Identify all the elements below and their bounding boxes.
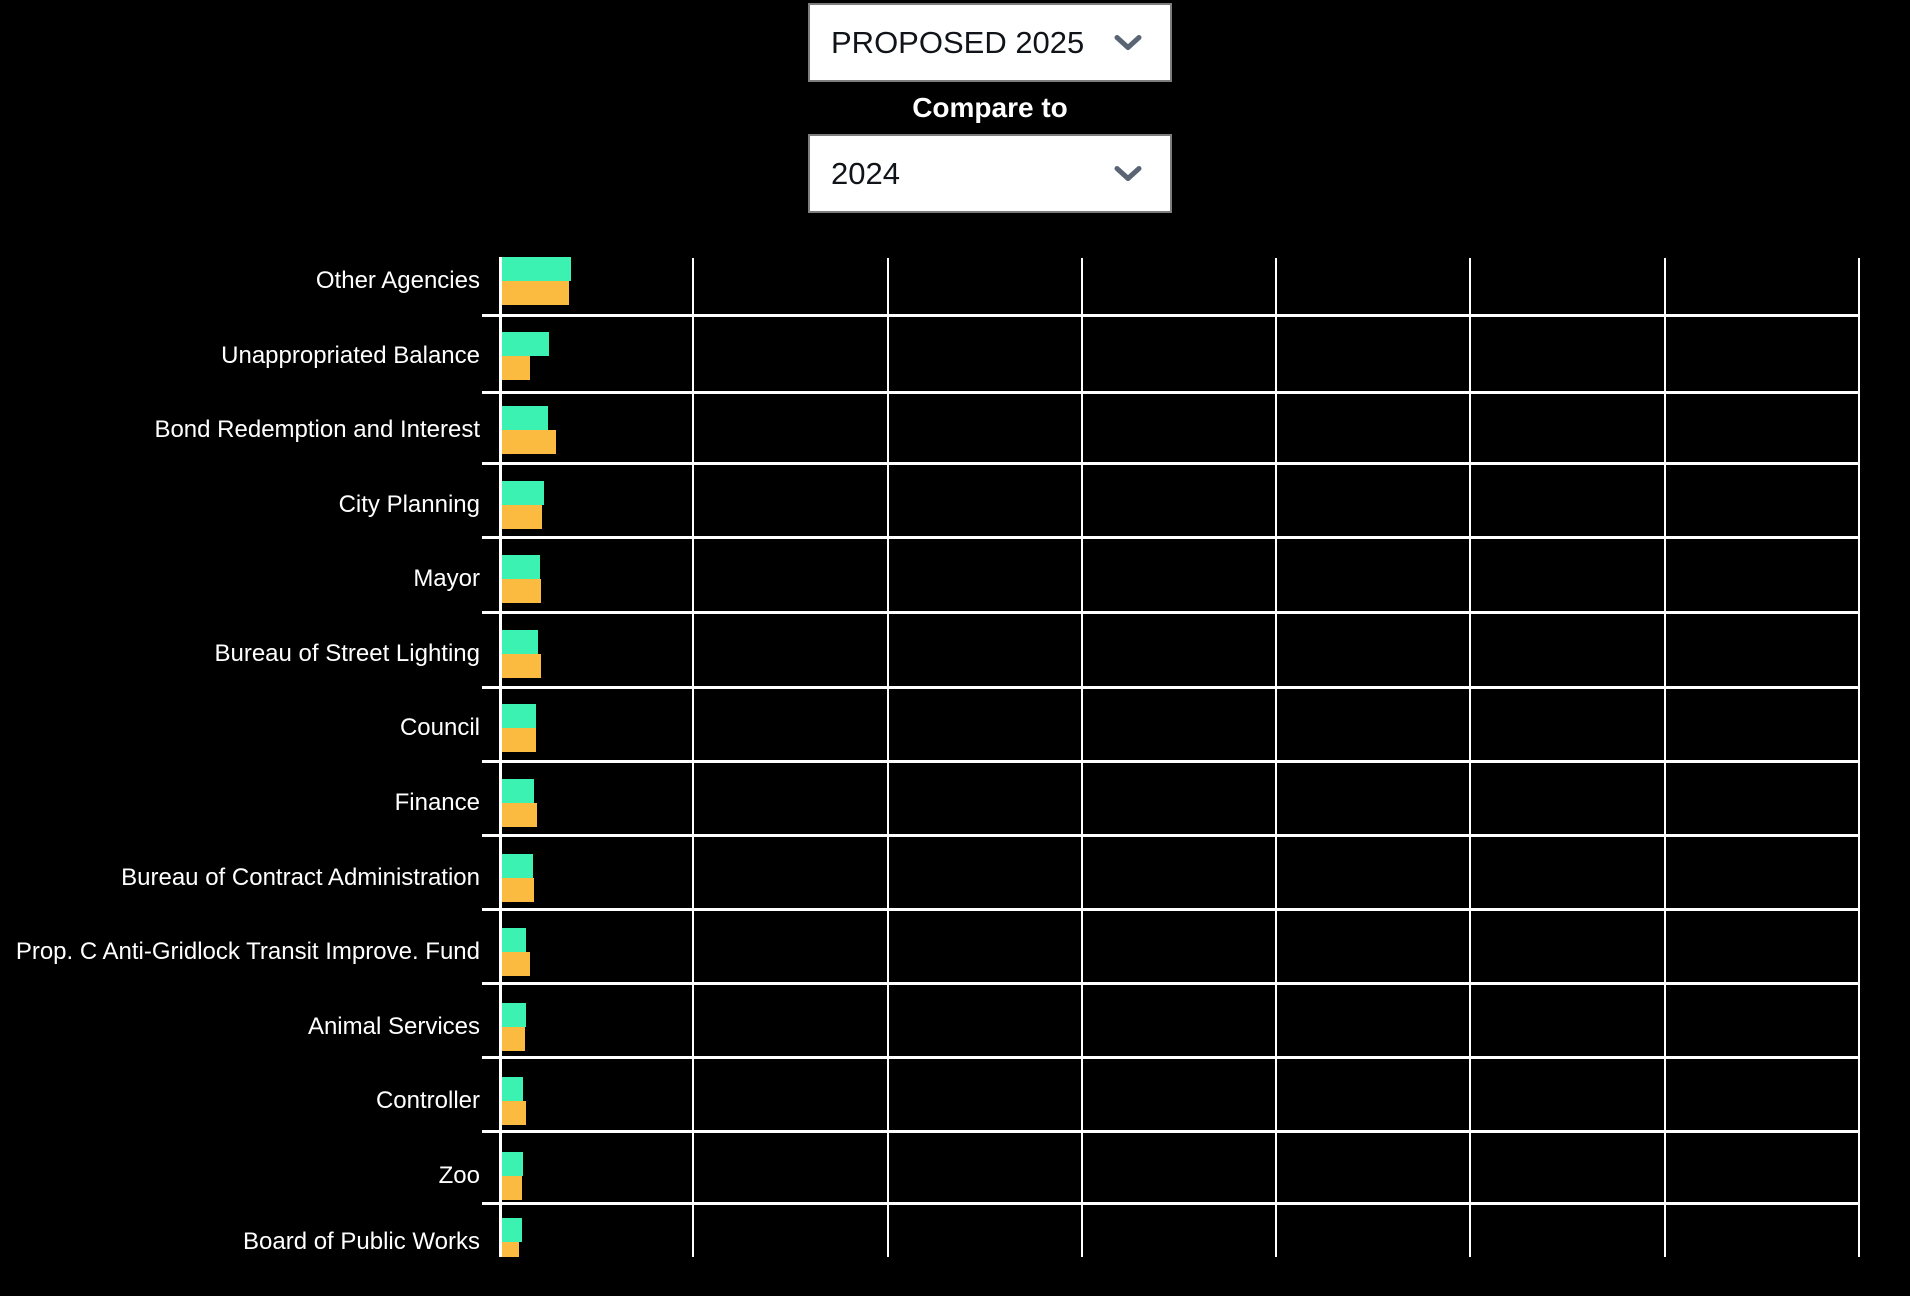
- bar-compare-year[interactable]: [502, 952, 530, 976]
- category-label: Unappropriated Balance: [221, 342, 480, 369]
- bar-primary-year[interactable]: [502, 1218, 522, 1242]
- vertical-gridline: [1275, 258, 1277, 1257]
- category-label: Board of Public Works: [243, 1228, 480, 1255]
- bar-compare-year[interactable]: [502, 505, 542, 529]
- bar-primary-year[interactable]: [502, 555, 540, 579]
- row-separator-gridline: [482, 834, 1860, 837]
- category-label: Bond Redemption and Interest: [154, 416, 480, 443]
- bar-primary-year[interactable]: [502, 779, 534, 803]
- row-separator-gridline: [482, 536, 1860, 539]
- vertical-gridline: [1664, 258, 1666, 1257]
- category-label: Animal Services: [307, 1013, 480, 1040]
- bar-primary-year[interactable]: [502, 630, 538, 654]
- row-separator-gridline: [482, 1130, 1860, 1133]
- category-label: Mayor: [413, 565, 480, 592]
- bar-compare-year[interactable]: [502, 430, 556, 454]
- category-label: Finance: [394, 789, 480, 816]
- row-separator-gridline: [482, 908, 1860, 911]
- category-label: Council: [399, 714, 480, 741]
- category-label: Zoo: [438, 1162, 480, 1189]
- primary-year-select-wrap: PROPOSED 2025: [808, 3, 1172, 82]
- row-separator-gridline: [482, 462, 1860, 465]
- row-separator-gridline: [482, 686, 1860, 689]
- vertical-gridline: [1858, 258, 1860, 1257]
- row-separator-gridline: [482, 314, 1860, 317]
- bar-primary-year[interactable]: [502, 928, 526, 952]
- row-separator-gridline: [482, 1056, 1860, 1059]
- primary-year-select[interactable]: PROPOSED 2025: [808, 3, 1172, 82]
- category-label: Bureau of Contract Administration: [121, 864, 480, 891]
- bar-primary-year[interactable]: [502, 406, 548, 430]
- bar-compare-year[interactable]: [502, 281, 569, 305]
- bar-compare-year[interactable]: [502, 1176, 522, 1200]
- bar-compare-year[interactable]: [502, 356, 530, 380]
- bar-compare-year[interactable]: [502, 1242, 519, 1257]
- vertical-gridline: [1081, 258, 1083, 1257]
- vertical-gridline: [692, 258, 694, 1257]
- bar-compare-year[interactable]: [502, 1027, 525, 1051]
- plot-area: [500, 257, 1860, 1257]
- year-controls: PROPOSED 2025 Compare to 2024: [808, 0, 1172, 215]
- bar-primary-year[interactable]: [502, 854, 533, 878]
- bar-compare-year[interactable]: [502, 1101, 526, 1125]
- compare-year-select-wrap: 2024: [808, 134, 1172, 213]
- compare-to-label: Compare to: [912, 92, 1068, 123]
- bar-primary-year[interactable]: [502, 1152, 523, 1176]
- bar-compare-year[interactable]: [502, 803, 537, 827]
- bar-primary-year[interactable]: [502, 704, 536, 728]
- category-label: City Planning: [338, 491, 480, 518]
- category-label: Controller: [375, 1087, 480, 1114]
- bar-primary-year[interactable]: [502, 1077, 523, 1101]
- bar-compare-year[interactable]: [502, 654, 541, 678]
- bar-compare-year[interactable]: [502, 878, 534, 902]
- vertical-gridline: [1469, 258, 1471, 1257]
- row-separator-gridline: [482, 1202, 1860, 1205]
- bar-primary-year[interactable]: [502, 481, 544, 505]
- bar-primary-year[interactable]: [502, 257, 571, 281]
- vertical-gridline: [887, 258, 889, 1257]
- compare-year-select[interactable]: 2024: [808, 134, 1172, 213]
- bar-compare-year[interactable]: [502, 728, 536, 752]
- category-label: Bureau of Street Lighting: [214, 640, 480, 667]
- row-separator-gridline: [482, 391, 1860, 394]
- y-axis-line: [499, 257, 502, 1257]
- category-label: Other Agencies: [315, 267, 480, 294]
- row-separator-gridline: [482, 982, 1860, 985]
- row-separator-gridline: [482, 611, 1860, 614]
- row-separator-gridline: [482, 760, 1860, 763]
- category-label: Prop. C Anti-Gridlock Transit Improve. F…: [15, 938, 480, 965]
- bar-compare-year[interactable]: [502, 579, 541, 603]
- bar-primary-year[interactable]: [502, 1003, 526, 1027]
- bar-primary-year[interactable]: [502, 332, 549, 356]
